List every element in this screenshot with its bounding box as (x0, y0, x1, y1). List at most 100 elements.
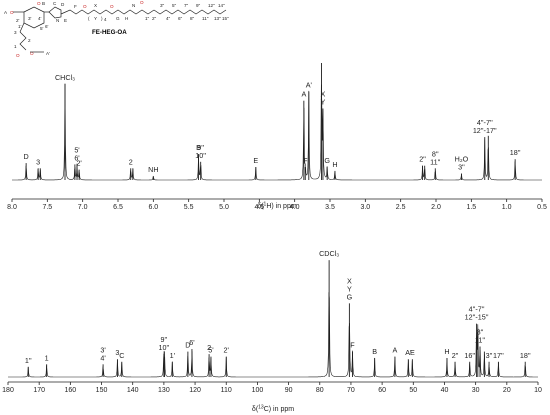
peak-label: CDCl₃ (319, 249, 339, 258)
peak-label: D (24, 152, 29, 161)
atom-label-12pp: 12'' (208, 3, 215, 8)
peak-label: Y (347, 284, 352, 293)
tick-label: 0.5 (537, 204, 547, 210)
acrylate-chain (19, 31, 27, 51)
atom-label-2prime: 2' (16, 18, 20, 23)
peak-label: 3'' (486, 351, 493, 360)
atom-label-G: G (116, 16, 120, 21)
tick-label: 10 (534, 387, 542, 394)
peak-label: 12''-15'' (465, 313, 489, 322)
tick-label: 7.0 (78, 204, 88, 210)
peak-label: H₂O (455, 155, 469, 164)
atom-label-4prime: 4' (38, 16, 42, 21)
peak-label: 2 (129, 157, 133, 166)
peak-label: 6' (74, 153, 80, 162)
tick-label: 2.0 (431, 204, 441, 210)
tick-label: 1.5 (466, 204, 476, 210)
spectrum-trace (8, 292, 538, 378)
peak-label: 17'' (493, 351, 504, 360)
tick-label: 120 (189, 387, 201, 394)
atom-label-Y: Y (94, 16, 97, 21)
atom-label-O: O (140, 0, 144, 5)
spectrum-trace-group (8, 260, 538, 378)
tick-label: 4.5 (254, 204, 264, 210)
peak-label: H (332, 160, 337, 169)
peak-label: 3 (115, 348, 119, 357)
atom-label-B: B (42, 1, 45, 6)
peak-label: CHCl₃ (55, 73, 75, 82)
atom-label-6prime: 6' (45, 24, 49, 29)
atom-label-7pp: 7'' (184, 3, 188, 8)
peak-label: 11'' (475, 336, 486, 345)
peak-label: A (301, 90, 306, 99)
peak-label: F (303, 156, 308, 165)
atom-label-1: 1 (14, 44, 17, 49)
tick-label: 70 (347, 387, 355, 394)
atom-label-O: O (16, 53, 20, 58)
peak-label: A' (405, 348, 412, 357)
peak-label: X (321, 90, 326, 99)
peak-label: 2'' (452, 351, 459, 360)
tick-label: 8.0 (7, 204, 17, 210)
spectrum-trace (12, 83, 542, 181)
atom-label-8pp: 8'' (190, 16, 194, 21)
peak-label: X (347, 276, 352, 285)
carbon-nmr-spectrum: 180 170 160 150 140 130 120 110 100 90 80 70 60 50 40 3… (2, 249, 542, 413)
peak-label: G (347, 292, 353, 301)
peak-label: 3' (100, 345, 106, 354)
bond (19, 22, 25, 33)
tick-group: 180 170 160 150 140 130 120 110 100 90 80 70 60 50 40 3… (2, 382, 542, 394)
atom-label-3pp: 3'' (160, 3, 164, 8)
peak-label: NH (148, 165, 158, 174)
peak-label: 9'' (161, 335, 168, 344)
tick-label: 1.0 (502, 204, 512, 210)
fatty-acid-chain (153, 9, 227, 15)
tick-label: 7.5 (42, 204, 52, 210)
peak-label: 2 (207, 343, 211, 352)
spectrum-trace-group (12, 63, 542, 181)
repeat-bracket: ( (88, 16, 90, 21)
peak-label: 4''-7'' (477, 118, 494, 127)
atom-label-9pp: 9'' (196, 3, 200, 8)
atom-label-E: E (64, 18, 67, 23)
tick-label: 160 (65, 387, 77, 394)
peak-label: B (372, 347, 377, 356)
tick-label: 180 (2, 387, 14, 394)
peak-label: 4''-7'' (469, 305, 486, 314)
tick-label: 50 (409, 387, 417, 394)
tick-label: 5.5 (184, 204, 194, 210)
peak-label: 2' (76, 159, 82, 168)
peak-label: 3 (36, 157, 40, 166)
atom-label-1prime: 1' (18, 24, 22, 29)
tick-label: 130 (158, 387, 170, 394)
tick-label: 3.0 (360, 204, 370, 210)
peak-label: E (410, 348, 415, 357)
tick-label: 4.0 (290, 204, 300, 210)
peg-chain (60, 9, 155, 15)
atom-label-O: O (37, 1, 41, 6)
atom-label-13pp: 13'' (214, 16, 221, 21)
tick-group: 8.0 7.5 7.0 6.5 6.0 5.5 5.0 4.5 4.0 3.5 3.0 2.5 2.0 1… (7, 199, 547, 210)
atom-label-O: O (83, 4, 87, 9)
peak-label: 16'' (464, 351, 475, 360)
peak-label: 18'' (520, 351, 531, 360)
peak-label: D (185, 341, 190, 350)
peak-label: 10'' (195, 151, 206, 160)
peak-label: 8'' (432, 149, 439, 158)
peak-label-group: 1'' 1 3'4' 3 C 9''10''1' D6' 25' 2' CDCl₃ XYG F B A A'… (25, 249, 531, 365)
peak-label: 4' (100, 353, 106, 362)
peak-label: G (324, 156, 330, 165)
atom-label-X: X (94, 3, 97, 8)
peak-label: 12''-17'' (473, 126, 497, 135)
peak-label: 1 (45, 353, 49, 362)
peak-label: 1' (170, 351, 176, 360)
peak-label: 10'' (159, 343, 170, 352)
atom-label-2pp: 2'' (152, 16, 156, 21)
atom-label-N: N (56, 18, 59, 23)
peak-label: 11'' (430, 157, 441, 166)
atom-label-Aprime: A' (46, 51, 50, 56)
atom-label-C: C (53, 1, 57, 6)
peak-label: 1'' (25, 356, 32, 365)
